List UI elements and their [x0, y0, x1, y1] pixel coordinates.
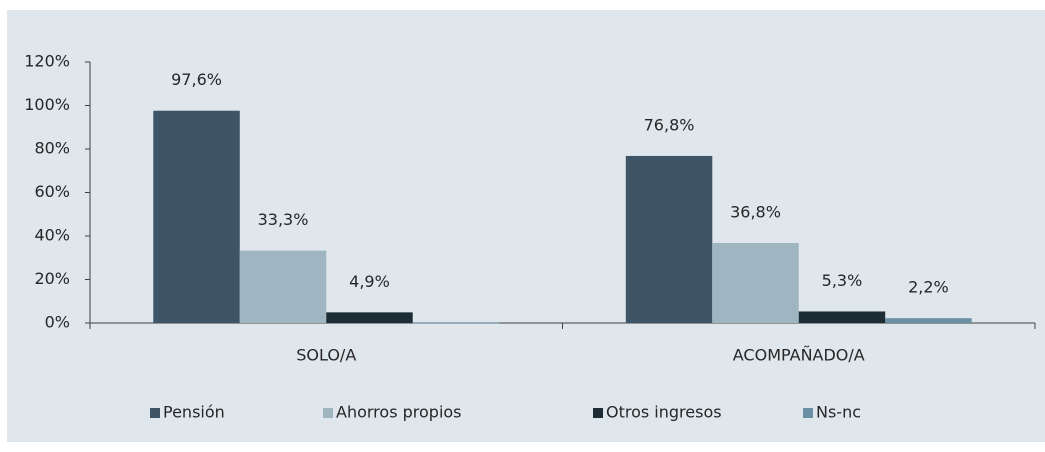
legend-label: Ns-nc — [816, 403, 861, 422]
x-tick-label: ACOMPAÑADO/A — [733, 346, 865, 365]
y-tick-label: 100% — [24, 95, 70, 114]
data-label: 36,8% — [730, 202, 781, 221]
legend-swatch — [150, 408, 160, 418]
bar — [625, 155, 713, 323]
data-label: 76,8% — [644, 115, 695, 134]
data-label: 5,3% — [822, 271, 863, 290]
y-tick-label: 120% — [24, 52, 70, 71]
x-tick-label: SOLO/A — [296, 346, 356, 365]
bar — [798, 311, 886, 323]
bar — [885, 318, 972, 323]
y-tick-label: 20% — [34, 269, 70, 288]
y-tick-label: 40% — [34, 226, 70, 245]
legend-label: Otros ingresos — [606, 403, 722, 422]
legend-label: Pensión — [163, 403, 225, 422]
data-label: 97,6% — [171, 70, 222, 89]
bar — [412, 322, 500, 324]
bar — [239, 250, 327, 323]
legend-label: Ahorros propios — [336, 403, 462, 422]
legend-swatch — [803, 408, 813, 418]
bar — [712, 242, 799, 323]
legend-swatch — [593, 408, 603, 418]
bar — [153, 110, 240, 323]
data-label: 4,9% — [349, 272, 390, 291]
bar — [326, 312, 413, 323]
y-tick-label: 0% — [45, 313, 70, 332]
data-label: 2,2% — [908, 278, 949, 297]
data-label: 33,3% — [258, 210, 309, 229]
y-tick-label: 80% — [34, 139, 70, 158]
legend-swatch — [323, 408, 333, 418]
y-tick-label: 60% — [34, 182, 70, 201]
